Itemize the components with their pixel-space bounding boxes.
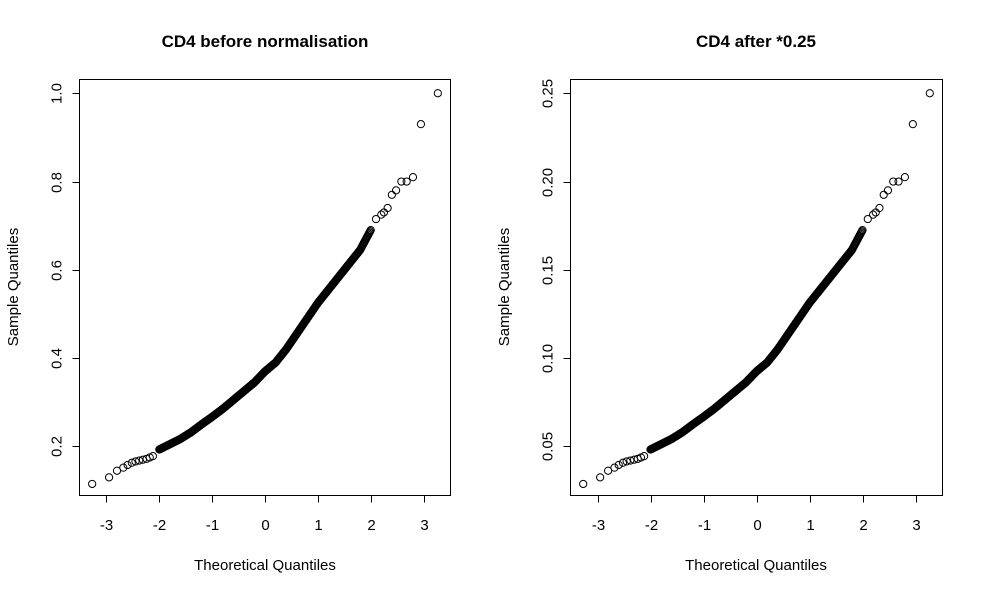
y-tick-label-before: 0.4 xyxy=(49,348,66,369)
data-point xyxy=(604,466,613,475)
y-axis-after: 0.05 0.10 0.15 0.20 0.25 xyxy=(540,79,571,461)
y-axis-label-before: Sample Quantiles xyxy=(5,228,22,346)
plot-frame-before xyxy=(79,79,451,496)
data-point xyxy=(366,226,375,235)
y-tick-label-after: 0.20 xyxy=(540,168,557,197)
y-tick-label-after: 0.25 xyxy=(540,79,557,108)
data-point xyxy=(618,458,628,467)
y-tick-label-after: 0.15 xyxy=(540,256,557,285)
data-point xyxy=(416,120,426,129)
data-point xyxy=(402,177,411,186)
x-tick-label-before: -2 xyxy=(153,517,166,534)
y-tick-label-before: 1.0 xyxy=(49,83,66,104)
qq-panel-after: CD4 after *0.25 Theoretical Quantiles Sa… xyxy=(496,32,943,574)
data-point xyxy=(900,173,910,182)
x-tick-label-after: 3 xyxy=(912,517,920,534)
data-point xyxy=(579,479,588,489)
qq-panel-before: CD4 before normalisation Theoretical Qua… xyxy=(5,32,451,574)
data-point xyxy=(135,456,144,465)
data-point xyxy=(112,466,122,475)
data-point xyxy=(640,452,649,461)
data-point xyxy=(377,210,386,219)
chart-title-after: CD4 after *0.25 xyxy=(696,32,816,51)
x-tick-label-after: 1 xyxy=(806,517,814,534)
data-point xyxy=(908,120,917,129)
data-point xyxy=(391,186,401,195)
y-tick-label-before: 0.2 xyxy=(49,436,66,457)
data-point xyxy=(433,89,442,98)
data-point xyxy=(626,456,635,465)
data-points-before xyxy=(88,89,442,489)
y-tick-label-after: 0.05 xyxy=(540,432,557,461)
data-point xyxy=(131,457,140,466)
data-point xyxy=(123,460,132,470)
data-point xyxy=(622,457,631,466)
data-point xyxy=(610,463,619,472)
x-tick-label-after: -3 xyxy=(592,517,605,534)
data-point xyxy=(879,190,888,199)
x-axis-before: -3 -2 -1 0 1 2 3 xyxy=(100,495,429,534)
data-point xyxy=(596,473,605,482)
x-tick-label-before: 2 xyxy=(367,517,375,534)
data-point xyxy=(387,190,396,199)
data-point xyxy=(875,203,884,213)
data-point xyxy=(863,214,872,224)
x-axis-label-after: Theoretical Quantiles xyxy=(685,557,827,574)
x-axis-after: -3 -2 -1 0 1 2 3 xyxy=(592,495,921,534)
data-point xyxy=(383,203,392,213)
data-point xyxy=(858,226,867,235)
x-tick-label-before: 1 xyxy=(314,517,322,534)
y-axis-before: 0.2 0.4 0.6 0.8 1.0 xyxy=(49,83,80,457)
data-point xyxy=(894,177,903,186)
plot-frame-after xyxy=(570,79,943,496)
data-point xyxy=(88,479,97,489)
data-point xyxy=(104,473,114,482)
data-point xyxy=(119,463,128,472)
data-point xyxy=(408,173,418,182)
data-point xyxy=(889,177,898,186)
y-tick-label-after: 0.10 xyxy=(540,344,557,373)
x-tick-label-after: 0 xyxy=(753,517,761,534)
x-tick-label-after: -1 xyxy=(698,517,711,534)
x-tick-label-before: 3 xyxy=(420,517,428,534)
x-tick-label-before: -1 xyxy=(206,517,219,534)
x-tick-label-before: 0 xyxy=(261,517,269,534)
y-tick-label-before: 0.8 xyxy=(49,172,66,193)
y-tick-label-before: 0.6 xyxy=(49,260,66,281)
chart-title-before: CD4 before normalisation xyxy=(162,32,369,51)
data-point xyxy=(148,452,158,461)
data-point xyxy=(883,186,893,195)
x-axis-label-before: Theoretical Quantiles xyxy=(194,557,336,574)
x-tick-label-after: -2 xyxy=(645,517,658,534)
x-tick-label-after: 2 xyxy=(859,517,867,534)
data-point xyxy=(397,177,406,186)
data-point xyxy=(127,458,136,467)
data-point xyxy=(925,89,934,98)
data-point xyxy=(371,214,381,224)
data-points-after xyxy=(579,89,934,489)
y-axis-label-after: Sample Quantiles xyxy=(496,228,513,346)
x-tick-label-before: -3 xyxy=(100,517,113,534)
data-point xyxy=(869,210,878,219)
data-point xyxy=(614,460,623,470)
